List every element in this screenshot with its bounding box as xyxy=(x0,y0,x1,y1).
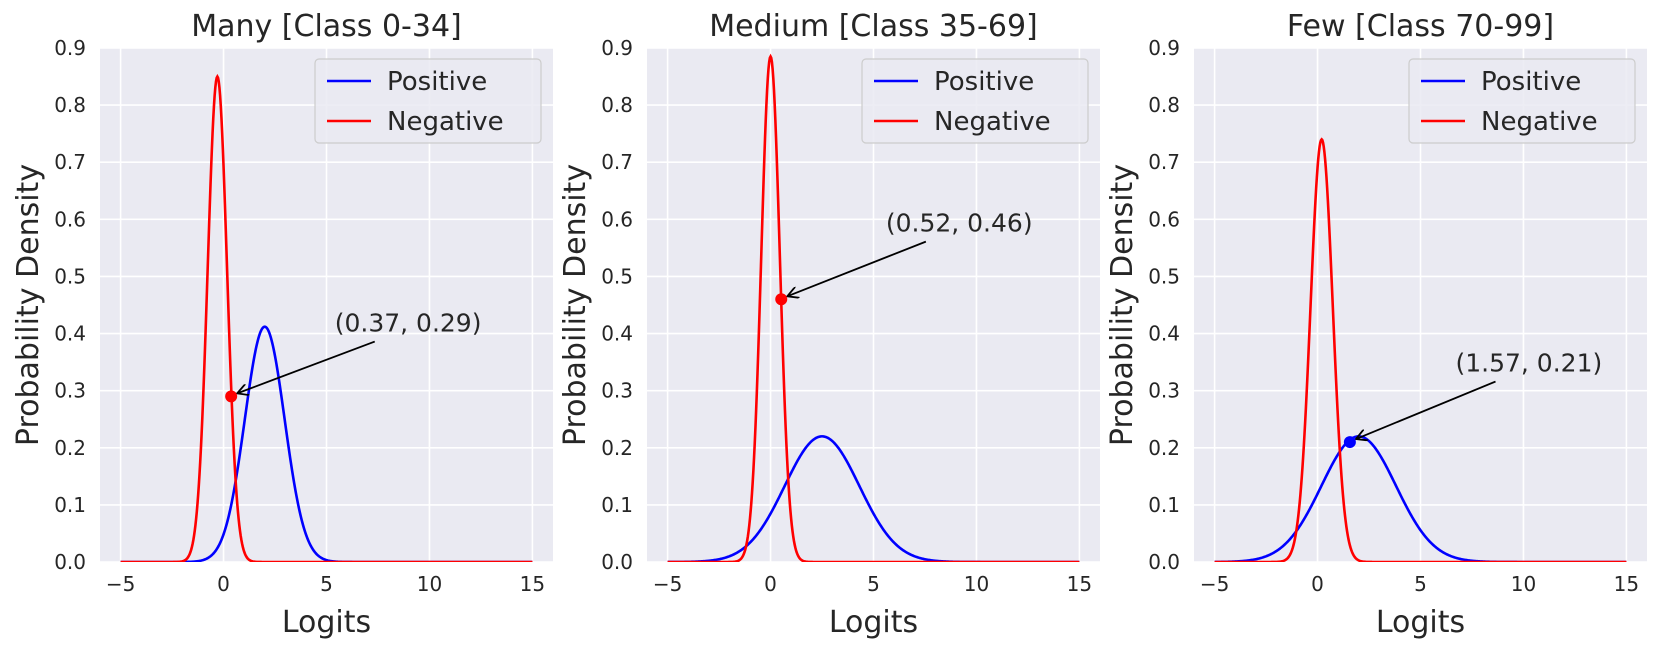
legend-box xyxy=(314,58,542,144)
y-tick-label: 0.1 xyxy=(1148,493,1180,517)
y-tick-label: 0.2 xyxy=(601,436,633,460)
legend-label-negative: Negative xyxy=(387,107,504,137)
legend-label-positive: Positive xyxy=(934,67,1034,97)
y-axis-label: Probability Density xyxy=(558,164,593,446)
series-group xyxy=(120,73,533,562)
chart-panel-3: −5 0 5 10 15 0.0 0.1 0.2 0.3 0.4 0.5 0.6 0.7 0.8 0.9 Fe… xyxy=(1105,9,1647,640)
legend-box xyxy=(1408,58,1636,144)
legend: Positive Negative xyxy=(1408,58,1636,144)
y-tick-label: 0.3 xyxy=(1148,379,1180,403)
x-tick-label: 0 xyxy=(764,572,777,596)
x-tick-label: −5 xyxy=(653,572,682,596)
series-line-negative xyxy=(1214,137,1627,562)
annotation-label: (0.37, 0.29) xyxy=(335,309,482,338)
annotation-point xyxy=(775,293,788,306)
x-tick-label: 10 xyxy=(1511,572,1536,596)
series-line-positive xyxy=(1214,435,1627,562)
y-axis-label: Probability Density xyxy=(1105,164,1140,446)
y-tick-label: 0.4 xyxy=(1148,322,1180,346)
legend: Positive Negative xyxy=(861,58,1089,144)
legend: Positive Negative xyxy=(314,58,542,144)
x-tick-label: 10 xyxy=(964,572,989,596)
legend-label-negative: Negative xyxy=(934,107,1051,137)
series-group xyxy=(1214,137,1627,562)
annotation-point xyxy=(1343,436,1356,449)
y-tick-label: 0.9 xyxy=(1148,36,1180,60)
chart-title: Many [Class 0-34] xyxy=(191,9,462,44)
x-tick-label: 0 xyxy=(217,572,230,596)
chart-panel-1: −5 0 5 10 15 0.0 0.1 0.2 0.3 0.4 0.5 0.6 0.7 0.8 0.9 Ma… xyxy=(11,9,553,640)
y-tick-label: 0.9 xyxy=(601,36,633,60)
y-tick-label: 0.1 xyxy=(601,493,633,517)
y-tick-label: 0.4 xyxy=(54,322,86,346)
x-tick-label: 0 xyxy=(1311,572,1324,596)
y-tick-label: 0.2 xyxy=(1148,436,1180,460)
chart-title: Few [Class 70-99] xyxy=(1287,9,1554,44)
x-tick-label: 5 xyxy=(1414,572,1427,596)
y-tick-label: 0.3 xyxy=(54,379,86,403)
series-line-positive xyxy=(120,325,533,562)
x-tick-label: 10 xyxy=(417,572,442,596)
annotation-point xyxy=(225,390,238,403)
y-tick-label: 0.4 xyxy=(601,322,633,346)
legend-label-positive: Positive xyxy=(387,67,487,97)
x-axis-label: Logits xyxy=(829,605,918,640)
x-tick-label: 5 xyxy=(867,572,880,596)
y-axis-label: Probability Density xyxy=(11,164,46,446)
y-tick-label: 0.6 xyxy=(54,207,86,231)
y-tick-label: 0.1 xyxy=(54,493,86,517)
series-line-negative xyxy=(667,53,1080,562)
x-tick-label: 5 xyxy=(320,572,333,596)
y-tick-label: 0.3 xyxy=(601,379,633,403)
y-tick-label: 0.5 xyxy=(601,264,633,288)
x-tick-label: 15 xyxy=(1614,572,1639,596)
legend-box xyxy=(861,58,1089,144)
y-tick-label: 0.0 xyxy=(1148,550,1180,574)
x-tick-label: 15 xyxy=(1067,572,1092,596)
y-tick-label: 0.5 xyxy=(54,264,86,288)
y-tick-label: 0.8 xyxy=(1148,93,1180,117)
y-tick-label: 0.0 xyxy=(54,550,86,574)
y-tick-label: 0.8 xyxy=(54,93,86,117)
chart-panel-2: −5 0 5 10 15 0.0 0.1 0.2 0.3 0.4 0.5 0.6 0.7 0.8 0.9 Me… xyxy=(558,9,1100,640)
x-axis-label: Logits xyxy=(282,605,371,640)
y-tick-label: 0.9 xyxy=(54,36,86,60)
x-axis-label: Logits xyxy=(1376,605,1465,640)
y-tick-label: 0.6 xyxy=(601,207,633,231)
x-tick-label: −5 xyxy=(106,572,135,596)
series-group xyxy=(667,53,1080,562)
x-tick-label: −5 xyxy=(1200,572,1229,596)
y-tick-label: 0.0 xyxy=(601,550,633,574)
series-line-positive xyxy=(667,435,1080,562)
y-tick-label: 0.7 xyxy=(601,150,633,174)
y-tick-label: 0.2 xyxy=(54,436,86,460)
legend-label-positive: Positive xyxy=(1481,67,1581,97)
annotation-label: (0.52, 0.46) xyxy=(886,209,1033,238)
y-tick-label: 0.5 xyxy=(1148,264,1180,288)
y-tick-label: 0.7 xyxy=(1148,150,1180,174)
annotation-arrow xyxy=(237,340,376,394)
annotation-label: (1.57, 0.21) xyxy=(1456,349,1603,378)
x-tick-label: 15 xyxy=(520,572,545,596)
y-tick-label: 0.7 xyxy=(54,150,86,174)
annotation-arrow xyxy=(1356,380,1496,440)
annotation-arrow xyxy=(787,240,927,297)
legend-label-negative: Negative xyxy=(1481,107,1598,137)
chart-title: Medium [Class 35-69] xyxy=(709,9,1038,44)
y-tick-label: 0.6 xyxy=(1148,207,1180,231)
y-tick-label: 0.8 xyxy=(601,93,633,117)
series-line-negative xyxy=(120,73,533,562)
